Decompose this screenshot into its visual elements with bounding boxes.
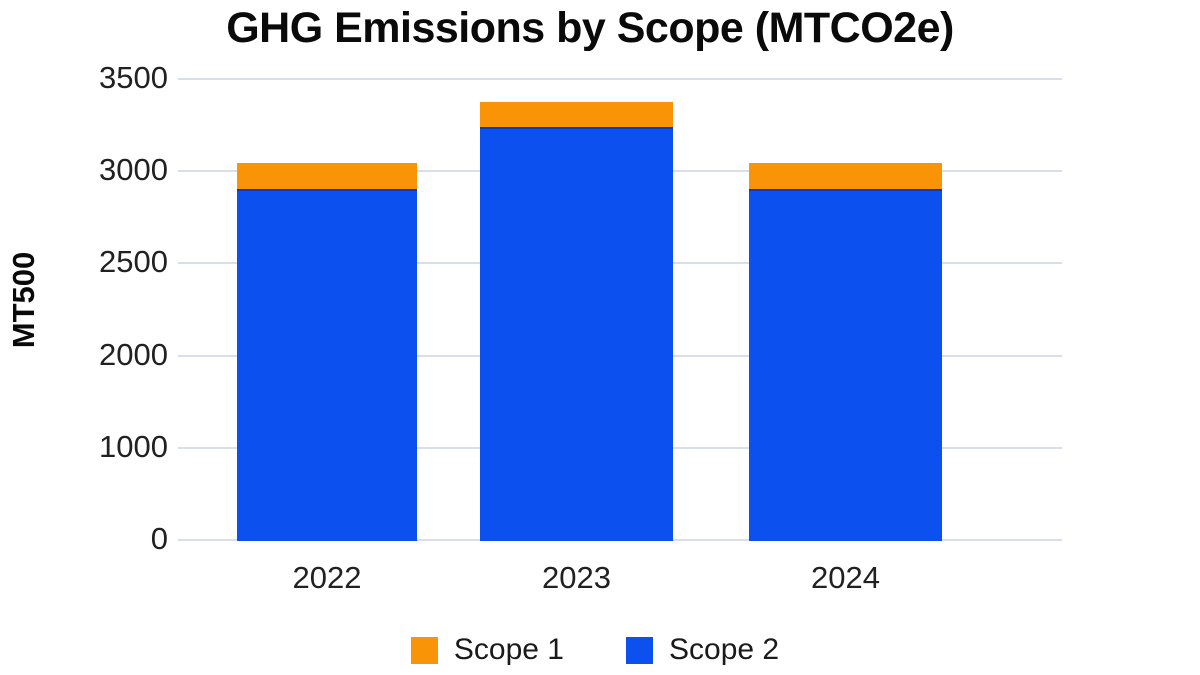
y-tick-label: 2000	[99, 337, 168, 372]
x-tick-label: 2023	[542, 560, 611, 595]
y-axis-label-text: MT500	[6, 251, 41, 349]
legend-item-label: Scope 1	[453, 633, 564, 666]
y-tick-label: 3500	[99, 60, 168, 95]
x-tick-label: 2022	[292, 560, 362, 595]
legend-swatch-icon	[626, 636, 653, 664]
gridline	[178, 78, 1062, 80]
legend-swatch-icon	[410, 636, 438, 664]
bar-segment-2023-scope-1	[480, 102, 673, 127]
legend-item-scope-2: Scope 2	[626, 633, 779, 667]
bar-segment-2023-scope-2	[480, 126, 673, 541]
bar-segment-2022-scope-2	[237, 188, 417, 541]
legend-item-label: Scope 2	[669, 633, 780, 666]
x-tick-label: 2024	[811, 560, 880, 595]
y-tick-label: 0	[150, 521, 168, 556]
bar-segment-2024-scope-1	[749, 162, 942, 189]
bar-segment-2024-scope-2	[749, 188, 942, 541]
y-tick-label: 3000	[99, 152, 168, 187]
legend: Scope 1 Scope 2	[0, 633, 1190, 667]
chart-title: GHG Emissions by Scope (MTCO2e)	[226, 4, 954, 52]
y-tick-label: 1000	[99, 429, 168, 464]
y-tick-label: 2500	[99, 244, 168, 279]
bar-segment-2022-scope-1	[237, 162, 417, 189]
plot-area	[178, 78, 1062, 541]
legend-item-scope-1: Scope 1	[410, 633, 564, 667]
